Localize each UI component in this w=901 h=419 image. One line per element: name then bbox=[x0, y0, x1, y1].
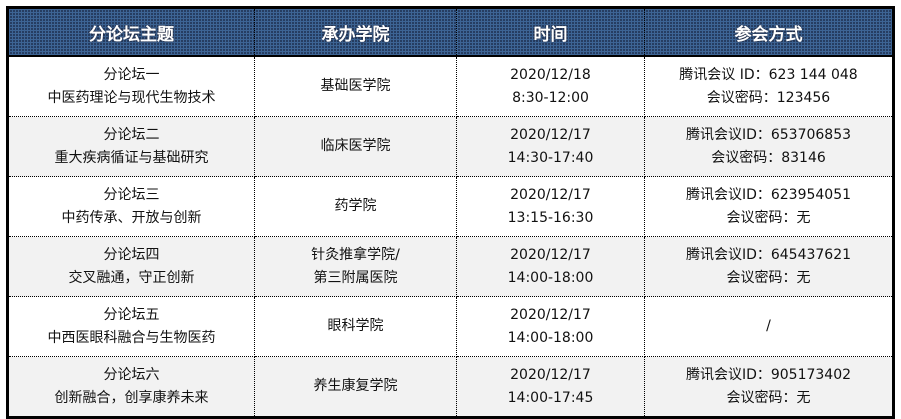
cell-join: 腾讯会议ID：905173402 会议密码：无 bbox=[644, 356, 894, 418]
join-line: 腾讯会议ID：645437621 bbox=[685, 246, 852, 263]
time-line: 8:30-12:00 bbox=[512, 89, 589, 106]
table-row: 分论坛五中西医眼科融合与生物医药 眼科学院 2020/12/17 14:00-18:0… bbox=[7, 296, 894, 357]
theme-line: 重大疾病循证与基础研究 bbox=[54, 149, 209, 166]
header-time: 时间 bbox=[456, 7, 645, 57]
table-row: 分论坛一中医药理论与现代生物技术 基础医学院 2020/12/18 8:30-12:0… bbox=[7, 55, 894, 117]
cell-theme: 分论坛六创新融合，创享康养未来 bbox=[7, 356, 255, 418]
table-row: 分论坛三中药传承、开放与创新 药学院 2020/12/17 13:15-16:30 腾讯… bbox=[7, 176, 894, 237]
theme-line: 中医药理论与现代生物技术 bbox=[47, 89, 216, 106]
theme-line: 分论坛四 bbox=[103, 246, 160, 263]
header-theme: 分论坛主题 bbox=[7, 7, 255, 57]
theme-line: 分论坛六 bbox=[103, 366, 160, 383]
college-line: 眼科学院 bbox=[327, 318, 384, 334]
join-line: 腾讯会议ID：653706853 bbox=[685, 126, 852, 143]
cell-theme: 分论坛一中医药理论与现代生物技术 bbox=[7, 55, 255, 117]
time-line: 14:00-18:00 bbox=[507, 329, 594, 346]
cell-time: 2020/12/17 13:15-16:30 bbox=[456, 176, 645, 237]
header-row: 分论坛主题 承办学院 时间 参会方式 bbox=[7, 7, 894, 57]
table-row: 分论坛六创新融合，创享康养未来 养生康复学院 2020/12/17 14:00-17:… bbox=[7, 356, 894, 418]
time-line: 14:00-18:00 bbox=[507, 269, 594, 286]
theme-line: 创新融合，创享康养未来 bbox=[54, 389, 209, 406]
theme-line: 分论坛一 bbox=[103, 66, 160, 83]
college-line: 针灸推拿学院/ bbox=[311, 246, 400, 263]
college-line: 养生康复学院 bbox=[313, 378, 398, 394]
time-line: 14:30-17:40 bbox=[507, 149, 594, 166]
cell-join: 腾讯会议ID：653706853 会议密码：83146 bbox=[644, 116, 894, 177]
join-line: 会议密码：123456 bbox=[706, 89, 831, 106]
cell-college: 临床医学院 bbox=[254, 116, 457, 177]
theme-line: 分论坛三 bbox=[103, 186, 160, 203]
join-line: 会议密码：83146 bbox=[711, 149, 826, 166]
cell-time: 2020/12/17 14:00-18:00 bbox=[456, 236, 645, 297]
theme-line: 交叉融通，守正创新 bbox=[68, 269, 195, 286]
college-line: 基础医学院 bbox=[320, 78, 391, 94]
join-line: 会议密码：无 bbox=[726, 389, 811, 406]
time-line: 14:00-17:45 bbox=[507, 389, 594, 406]
cell-college: 针灸推拿学院/第三附属医院 bbox=[254, 236, 457, 297]
cell-theme: 分论坛四交叉融通，守正创新 bbox=[7, 236, 255, 297]
college-line: 临床医学院 bbox=[320, 138, 391, 154]
college-line: 药学院 bbox=[334, 198, 377, 214]
cell-time: 2020/12/17 14:00-17:45 bbox=[456, 356, 645, 418]
time-line: 2020/12/17 bbox=[510, 306, 591, 323]
theme-line: 中药传承、开放与创新 bbox=[61, 209, 202, 226]
cell-time: 2020/12/18 8:30-12:00 bbox=[456, 55, 645, 117]
cell-join: 腾讯会议ID：645437621 会议密码：无 bbox=[644, 236, 894, 297]
cell-theme: 分论坛五中西医眼科融合与生物医药 bbox=[7, 296, 255, 357]
table-row: 分论坛四 交叉融通，守正创新 针灸推拿学院/第三附属医院 2020/12/17 14:0… bbox=[7, 236, 894, 297]
cell-join: 腾讯会议 ID：623 144 048 会议密码：123456 bbox=[644, 55, 894, 117]
forum-schedule-table: 分论坛主题 承办学院 时间 参会方式 分论坛一中医药理论与现代生物技术 基础医学院… bbox=[6, 6, 895, 419]
join-line: 腾讯会议ID：623954051 bbox=[685, 186, 852, 203]
cell-join: / bbox=[644, 296, 894, 357]
join-line: 会议密码：无 bbox=[726, 209, 811, 226]
theme-line: 分论坛五 bbox=[103, 306, 160, 323]
cell-college: 眼科学院 bbox=[254, 296, 457, 357]
time-line: 2020/12/18 bbox=[510, 66, 591, 83]
join-line: / bbox=[766, 318, 771, 334]
time-line: 13:15-16:30 bbox=[507, 209, 594, 226]
time-line: 2020/12/17 bbox=[510, 126, 591, 143]
theme-line: 中西医眼科融合与生物医药 bbox=[47, 329, 216, 346]
college-line: 第三附属医院 bbox=[313, 269, 398, 286]
time-line: 2020/12/17 bbox=[510, 186, 591, 203]
header-college: 承办学院 bbox=[254, 7, 457, 57]
cell-college: 养生康复学院 bbox=[254, 356, 457, 418]
table-row: 分论坛二重大疾病循证与基础研究 临床医学院 2020/12/17 14:30-17:4… bbox=[7, 116, 894, 177]
cell-college: 基础医学院 bbox=[254, 55, 457, 117]
cell-time: 2020/12/17 14:00-18:00 bbox=[456, 296, 645, 357]
join-line: 腾讯会议ID：905173402 bbox=[685, 366, 852, 383]
cell-time: 2020/12/17 14:30-17:40 bbox=[456, 116, 645, 177]
join-line: 会议密码：无 bbox=[726, 269, 811, 286]
cell-theme: 分论坛三中药传承、开放与创新 bbox=[7, 176, 255, 237]
cell-theme: 分论坛二重大疾病循证与基础研究 bbox=[7, 116, 255, 177]
cell-join: 腾讯会议ID：623954051 会议密码：无 bbox=[644, 176, 894, 237]
cell-college: 药学院 bbox=[254, 176, 457, 237]
theme-line: 分论坛二 bbox=[103, 126, 160, 143]
header-join: 参会方式 bbox=[644, 7, 894, 57]
time-line: 2020/12/17 bbox=[510, 366, 591, 383]
time-line: 2020/12/17 bbox=[510, 246, 591, 263]
join-line: 腾讯会议 ID：623 144 048 bbox=[679, 66, 858, 83]
